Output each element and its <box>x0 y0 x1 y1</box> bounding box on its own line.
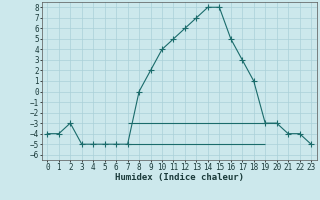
X-axis label: Humidex (Indice chaleur): Humidex (Indice chaleur) <box>115 173 244 182</box>
